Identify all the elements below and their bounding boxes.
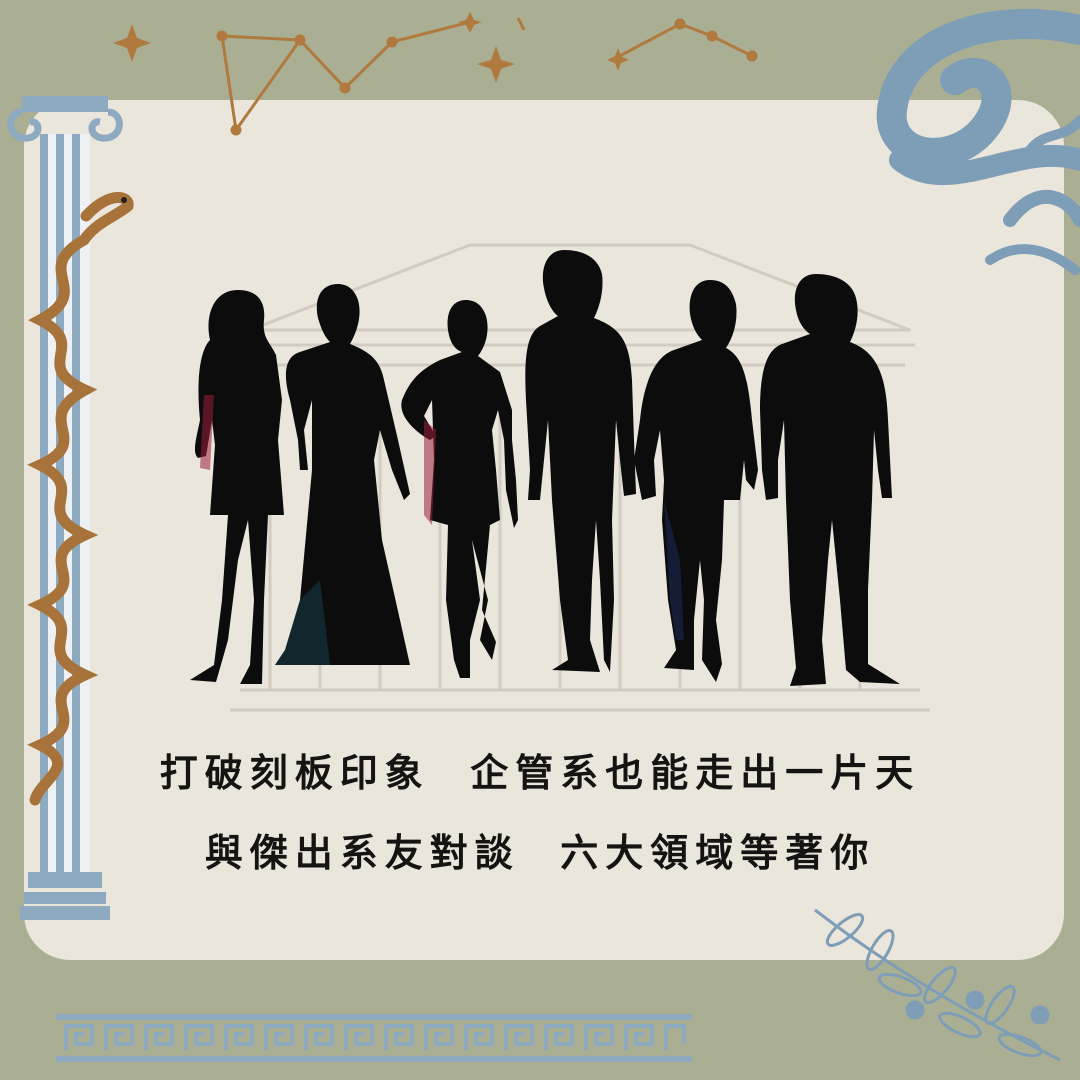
headline-line-1: 打破刻板印象 企管系也能走出一片天 (159, 750, 921, 795)
headline-line-2: 與傑出系友對談 六大領域等著你 (204, 830, 876, 875)
man-suit-tall-silhouette (525, 250, 636, 672)
woman-evening-gown-silhouette (275, 284, 410, 665)
paper-panel (24, 100, 1064, 960)
olive-branch (814, 908, 1061, 1062)
greek-key-border (56, 1014, 692, 1062)
man-blazer-silhouette (634, 280, 758, 682)
silhouettes (190, 250, 900, 686)
woman-short-dress-silhouette (190, 290, 284, 684)
woman-mini-dress-silhouette (401, 300, 518, 678)
blue-swirl-wave (876, 9, 1080, 275)
man-suit-broad-silhouette (760, 274, 900, 686)
star-constellation (113, 12, 758, 136)
snake-icon (27, 192, 134, 806)
